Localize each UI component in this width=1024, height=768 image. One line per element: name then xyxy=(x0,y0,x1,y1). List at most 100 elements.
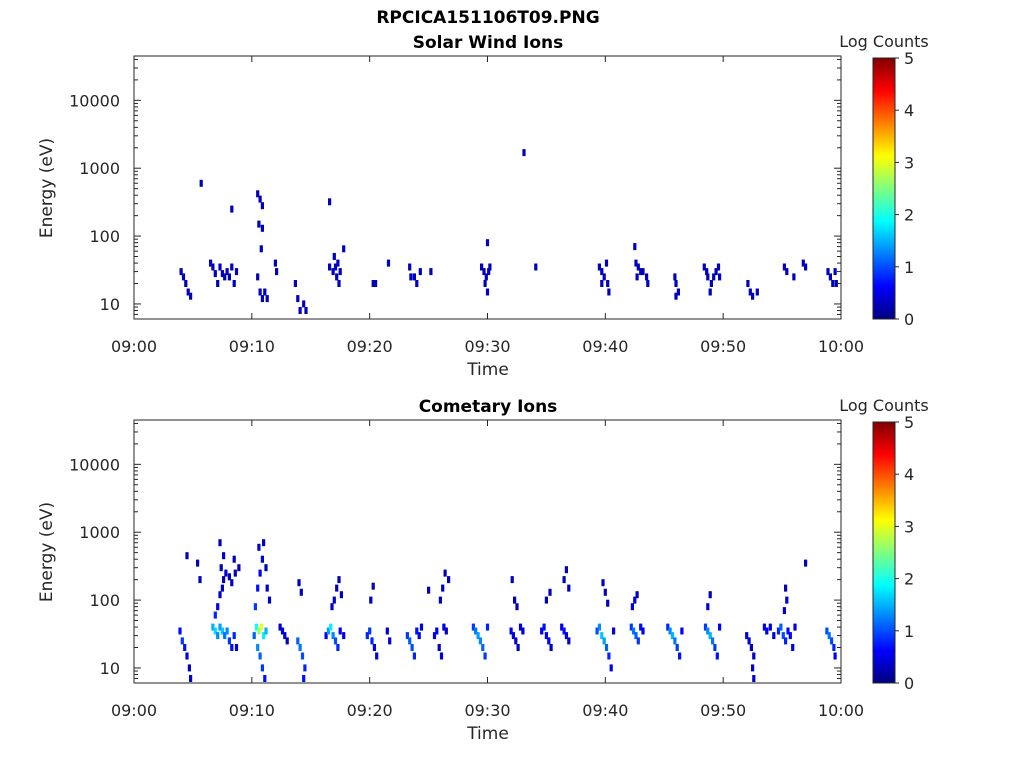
heatmap-cell xyxy=(324,632,328,640)
heatmap-cell xyxy=(792,273,796,281)
heatmap-cell xyxy=(405,632,409,640)
heatmap-cell xyxy=(762,623,766,631)
heatmap-cell xyxy=(746,280,750,287)
y-tick-label: 1000 xyxy=(79,523,120,542)
x-tick-label: 09:50 xyxy=(700,337,746,356)
heatmap-cell xyxy=(708,288,712,296)
heatmap-cell xyxy=(547,637,551,645)
heatmap-cell xyxy=(607,288,611,296)
heatmap-cell xyxy=(668,627,672,635)
heatmap-cell xyxy=(218,591,222,599)
y-tick-label: 10 xyxy=(100,659,120,678)
heatmap-cell xyxy=(779,623,783,631)
heatmap-cell xyxy=(296,295,300,303)
heatmap-cell xyxy=(828,273,832,281)
heatmap-cell xyxy=(253,603,257,611)
heatmap-cell xyxy=(474,627,478,635)
heatmap-cell xyxy=(629,623,633,631)
heatmap-cell xyxy=(791,644,795,651)
heatmap-cell xyxy=(784,637,788,645)
heatmap-cell xyxy=(234,268,239,276)
heatmap-cell xyxy=(437,644,441,651)
x-tick-label: 09:00 xyxy=(111,337,157,356)
heatmap-cell xyxy=(332,596,336,604)
heatmap-cell xyxy=(258,195,262,203)
heatmap-cell xyxy=(263,675,267,682)
heatmap-cell xyxy=(768,623,772,631)
heatmap-cell xyxy=(337,280,341,287)
heatmap-cell xyxy=(213,627,217,635)
heatmap-cell xyxy=(232,280,236,287)
heatmap-cell xyxy=(264,627,268,635)
heatmap-cell xyxy=(368,627,372,635)
heatmap-cell xyxy=(230,205,234,213)
heatmap-cell xyxy=(300,652,305,660)
heatmap-cell xyxy=(331,632,335,640)
heatmap-cell xyxy=(646,280,650,287)
heatmap-cell xyxy=(218,539,222,547)
heatmap-cell xyxy=(223,632,227,640)
colorbar: 0 1 2 3 4 5 Log Counts xyxy=(839,32,929,329)
colorbar-gradient xyxy=(872,421,896,684)
y-tick-label: 100 xyxy=(89,591,120,610)
panel-title: Cometary Ions xyxy=(419,397,558,417)
heatmap-cell xyxy=(714,268,718,276)
heatmap-cell xyxy=(260,555,264,563)
heatmap-cell xyxy=(388,637,392,645)
heatmap-cell xyxy=(703,623,708,631)
heatmap-cell xyxy=(211,263,215,271)
heatmap-cell xyxy=(256,273,260,281)
heatmap-cell xyxy=(602,273,606,281)
x-tick-label: 09:50 xyxy=(700,701,746,720)
heatmap-cell xyxy=(825,627,829,635)
heatmap-cell xyxy=(329,623,333,631)
heatmap-cell xyxy=(213,270,217,278)
heatmap-cell xyxy=(678,652,682,660)
heatmap-cell xyxy=(447,576,451,584)
heatmap-cell xyxy=(612,627,616,635)
heatmap-cell xyxy=(429,268,433,276)
y-tick-label: 10000 xyxy=(69,91,120,110)
heatmap-cell xyxy=(443,569,447,577)
heatmap-cell xyxy=(540,627,544,635)
heatmap-cell xyxy=(641,627,645,635)
heatmap-cell xyxy=(415,627,419,635)
figure-title: RPCICA151106T09.PNG xyxy=(376,8,599,28)
heatmap-cell xyxy=(218,263,222,271)
heatmap-cell xyxy=(597,623,601,631)
heatmap-cell xyxy=(342,632,346,640)
heatmap-cell xyxy=(332,253,336,260)
colorbar-label: Log Counts xyxy=(839,396,929,415)
heatmap-cell xyxy=(666,623,670,631)
colorbar-tick-label: 1 xyxy=(904,622,914,641)
heatmap-cells xyxy=(179,149,838,314)
heatmap-cell xyxy=(386,259,391,267)
heatmap-cell xyxy=(303,664,307,672)
heatmap-cell xyxy=(335,273,339,281)
heatmap-cell xyxy=(444,627,448,635)
heatmap-cell xyxy=(772,632,776,640)
heatmap-cell xyxy=(487,268,491,276)
heatmap-cell xyxy=(478,637,482,645)
heatmap-cell xyxy=(369,596,373,604)
heatmap-cell xyxy=(267,596,272,604)
heatmap-cell xyxy=(216,603,220,611)
heatmap-cell xyxy=(606,599,610,607)
heatmap-cell xyxy=(273,259,277,267)
heatmap-cell xyxy=(673,273,677,281)
heatmap-cell xyxy=(211,623,215,631)
heatmap-cell xyxy=(788,632,792,640)
heatmap-cell xyxy=(223,273,227,281)
heatmap-cell xyxy=(438,596,442,604)
heatmap-cell xyxy=(711,637,715,645)
heatmap-cell xyxy=(304,307,308,314)
heatmap-cell xyxy=(680,627,684,635)
heatmap-cell xyxy=(708,632,712,640)
heatmap-cell xyxy=(264,564,268,572)
heatmap-cell xyxy=(265,295,269,303)
heatmap-cell xyxy=(600,268,604,276)
heatmap-cell xyxy=(830,637,834,645)
colorbar-tick-label: 0 xyxy=(904,674,914,693)
panel-title: Solar Wind Ions xyxy=(413,33,564,53)
